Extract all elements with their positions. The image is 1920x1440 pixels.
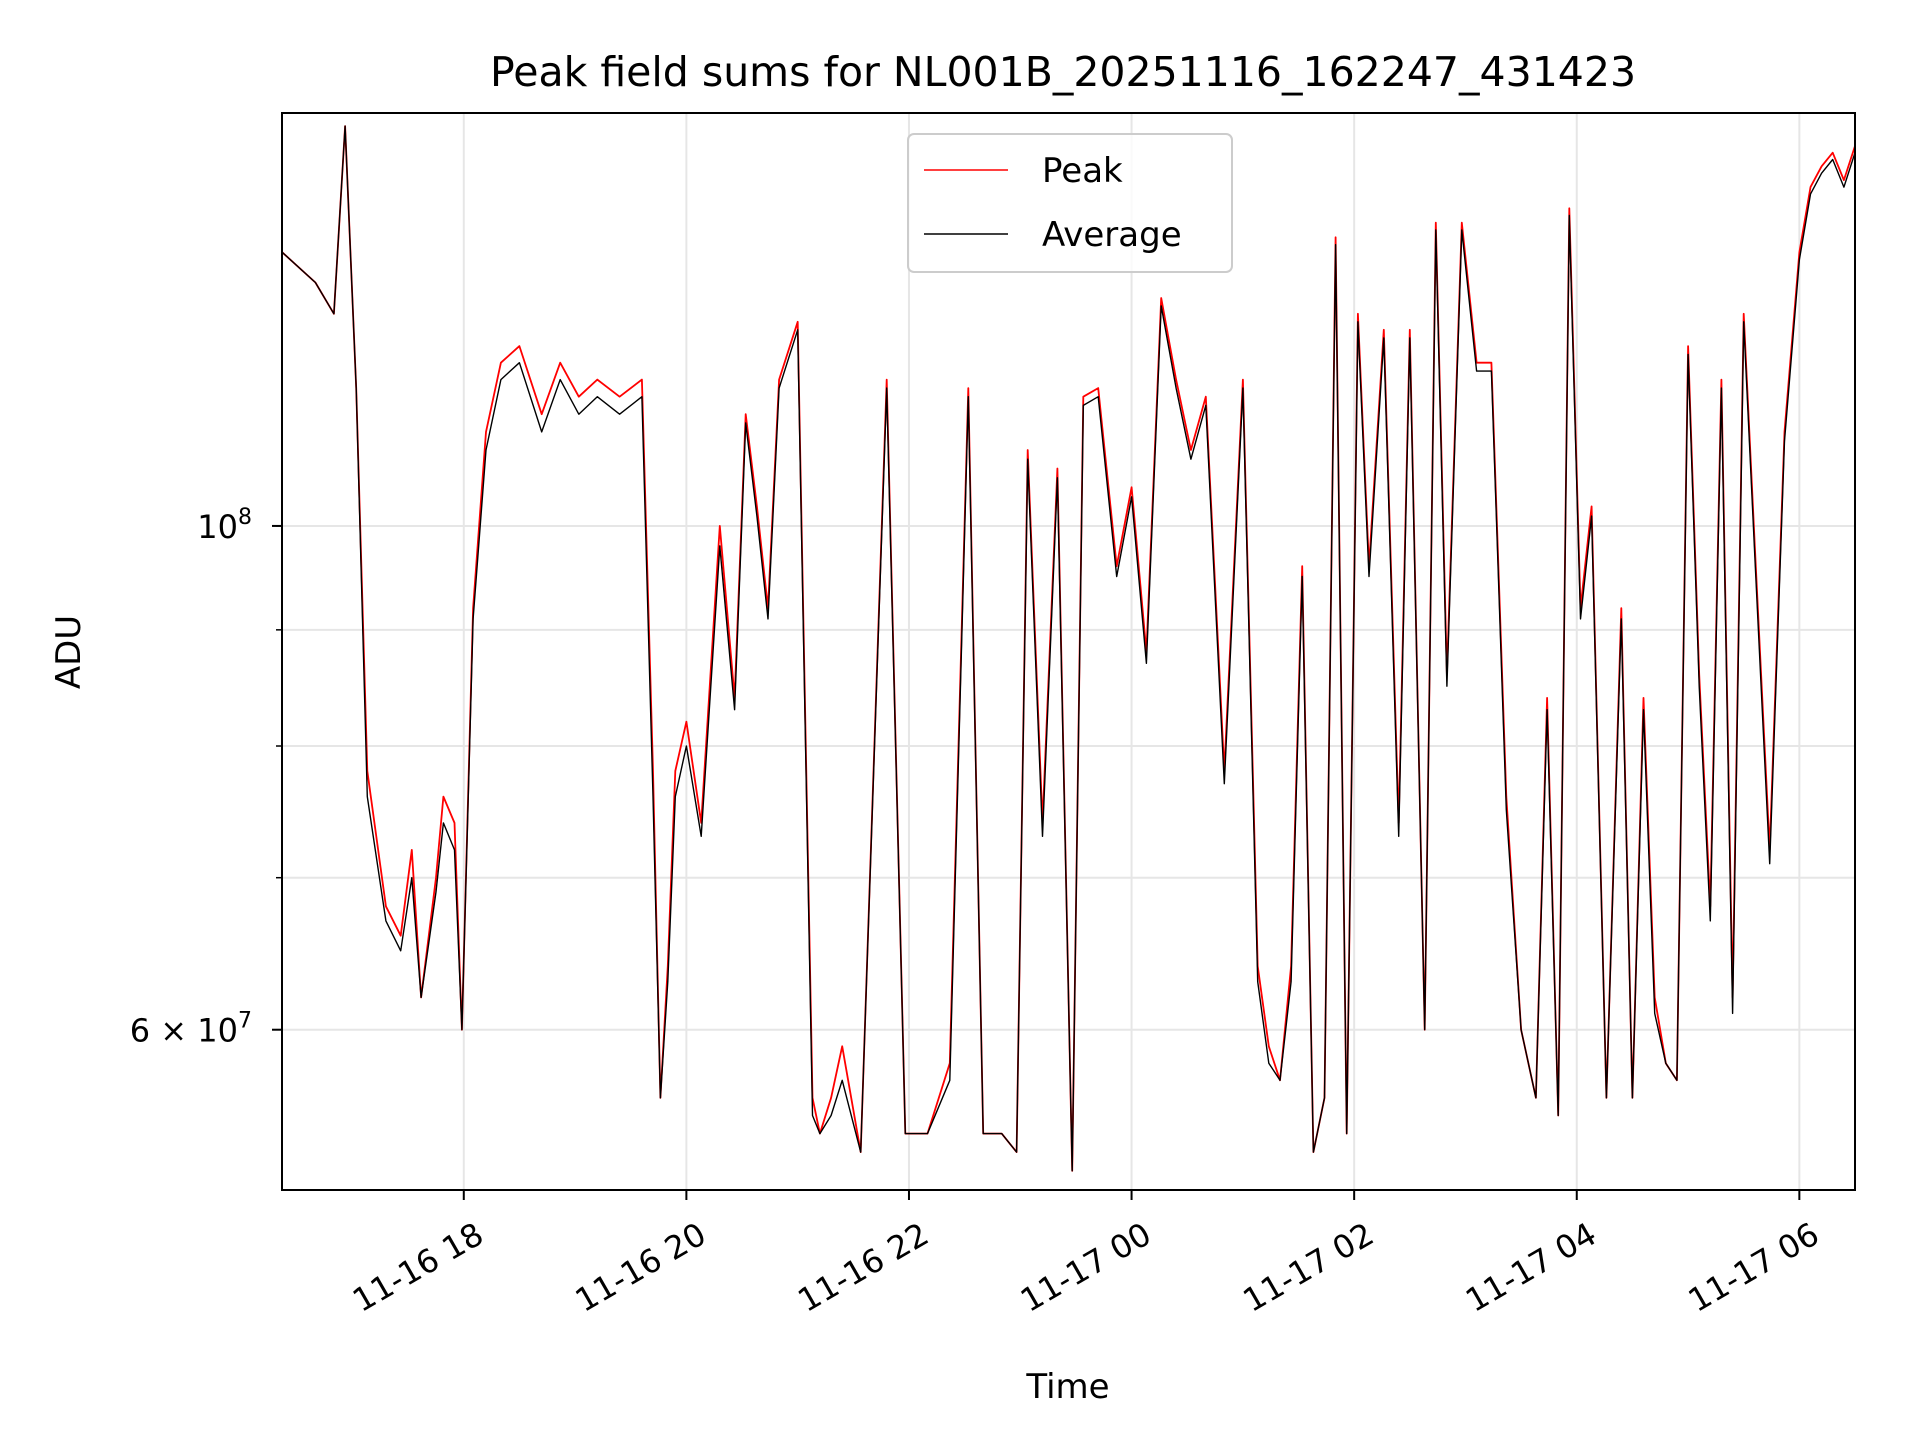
y-axis-label: ADU <box>49 615 89 689</box>
plot-frame <box>281 112 1856 1191</box>
y-tick-base: 10 <box>197 508 238 546</box>
legend-label-peak: Peak <box>1042 151 1123 191</box>
series-layer <box>281 125 1856 1172</box>
y-tick-label: 6 × 107 <box>130 1009 252 1050</box>
y-tick-label: 108 <box>197 505 252 546</box>
legend-label-average: Average <box>1042 215 1182 255</box>
y-axis: 108 6 × 107 <box>130 505 282 1050</box>
grid <box>282 113 1855 1190</box>
series-line-average <box>281 125 1856 1172</box>
chart-title: Peak field sums for NL001B_20251116_1622… <box>490 48 1636 96</box>
y-tick-exponent: 8 <box>238 505 252 530</box>
legend-box <box>907 133 1233 273</box>
y-tick-base: 6 × 10 <box>130 1012 238 1050</box>
y-tick-exponent: 7 <box>238 1009 252 1034</box>
x-axis-label: Time <box>1025 1367 1109 1407</box>
legend: Peak Average <box>907 133 1233 273</box>
